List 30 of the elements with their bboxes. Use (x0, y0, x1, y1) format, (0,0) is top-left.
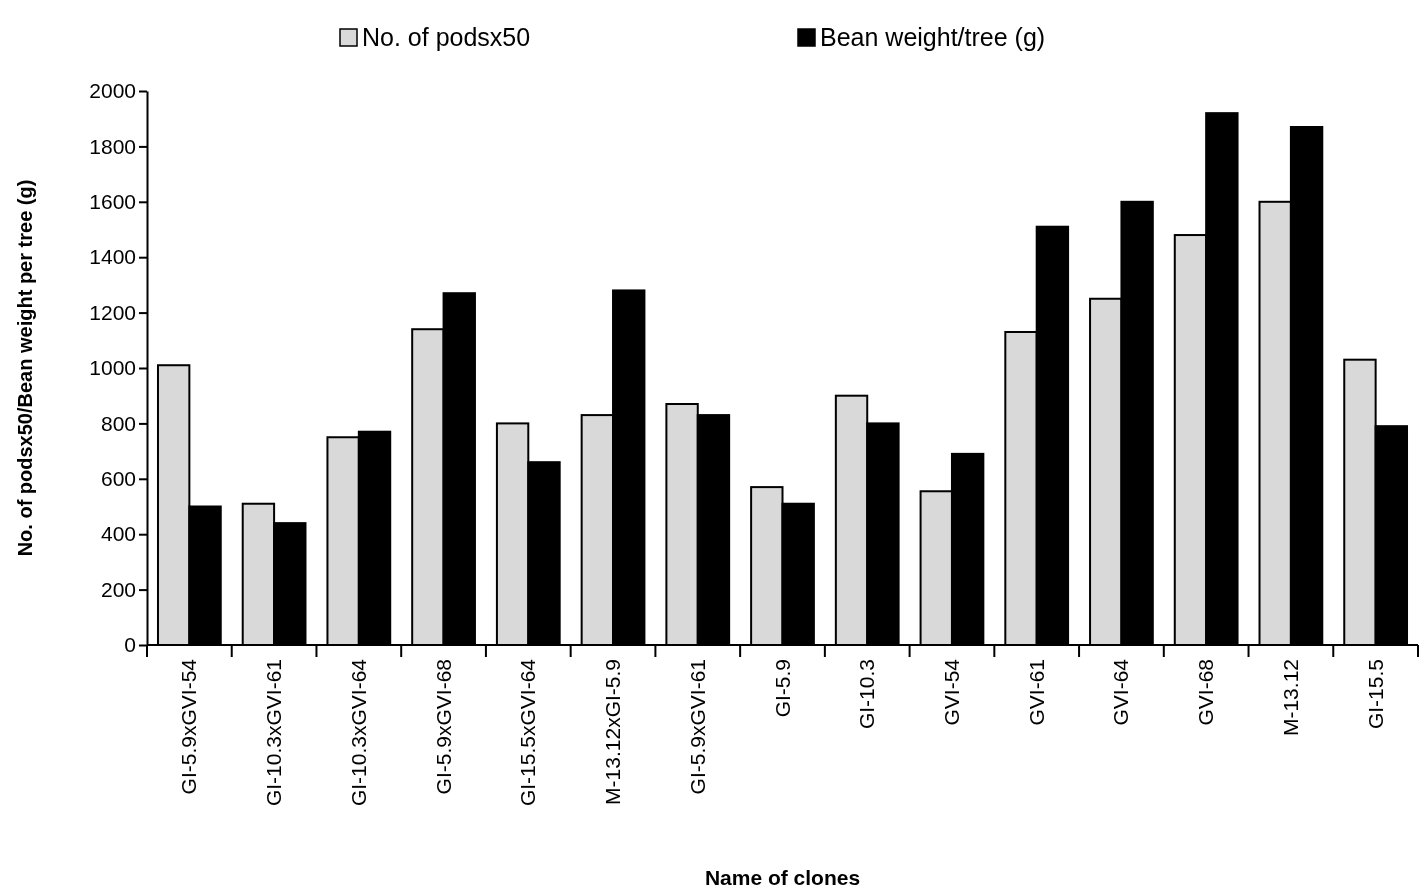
x-tick-label: GI-15.5xGVI-64 (516, 658, 540, 807)
y-tick-label: 1000 (89, 356, 136, 380)
legend-label: Bean weight/tree (g) (820, 23, 1046, 51)
x-tick-label: GI-5.9 (770, 659, 794, 718)
y-tick-label: 1400 (89, 245, 136, 269)
x-tick-label: M-13.12 (1278, 659, 1302, 737)
x-tick-label: GI-5.9xGVI-61 (685, 659, 709, 795)
x-tick-label: GI-15.5 (1363, 659, 1387, 730)
y-tick-label: 0 (124, 633, 136, 657)
x-tick-label: GVI-61 (1024, 659, 1048, 726)
x-tick-label: GVI-64 (1109, 658, 1133, 726)
x-tick-label: GI-5.9xGVI-68 (431, 659, 455, 795)
x-tick-label: GI-10.3 (855, 659, 879, 730)
y-tick-label: 1800 (89, 134, 136, 158)
y-tick-label: 1600 (89, 190, 136, 214)
x-tick-label: GI-10.3xGVI-61 (262, 659, 286, 807)
x-tick-label: GVI-68 (1194, 659, 1218, 726)
y-tick-label: 200 (100, 577, 136, 601)
y-tick-label: 1200 (89, 300, 136, 324)
legend-label: No. of podsx50 (362, 23, 531, 51)
y-tick-label: 400 (100, 522, 136, 546)
x-axis-title: Name of clones (704, 866, 861, 889)
x-tick-label: M-13.12xGI-5.9 (601, 659, 625, 805)
y-tick-label: 800 (100, 411, 136, 435)
x-tick-label: GI-5.9xGVI-54 (177, 658, 201, 795)
y-tick-label: 600 (100, 467, 136, 491)
x-tick-label: GI-10.3xGVI-64 (346, 658, 370, 807)
y-tick-label: 2000 (89, 79, 136, 103)
x-tick-label: GVI-54 (939, 658, 963, 726)
y-axis-title: No. of podsx50/Bean weight per tree (g) (14, 179, 36, 557)
